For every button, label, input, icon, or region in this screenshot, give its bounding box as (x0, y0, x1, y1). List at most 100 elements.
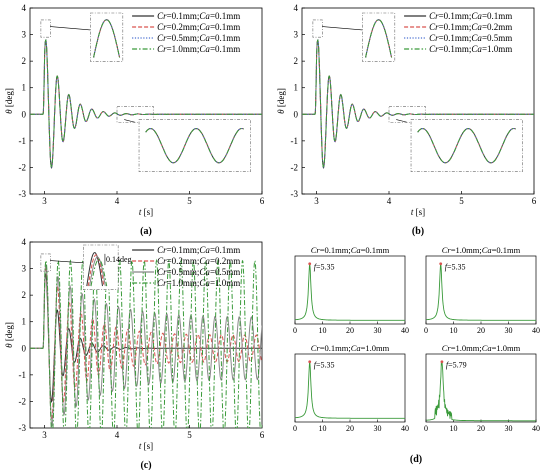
y-tick-label: -3 (291, 189, 299, 199)
y-tick-label: 2 (22, 56, 27, 66)
legend-text-part: Cr (157, 11, 167, 21)
inset-decay-curve-3 (145, 127, 244, 164)
y-tick-label: -2 (19, 162, 27, 172)
y-tick-label: 2 (22, 290, 27, 300)
legend-text-part: Ca (199, 256, 210, 266)
legend-text-part: =0.1mm (210, 245, 240, 255)
peak-label-value: =5.79 (448, 361, 467, 370)
y-tick-label: -3 (19, 189, 27, 199)
y-tick-label: -1 (19, 370, 27, 380)
subplot-title: Cr=1.0mm;Ca=0.1mm (442, 245, 521, 255)
spectrum-curve (426, 264, 536, 321)
y-tick-label: 4 (22, 237, 27, 247)
x-axis-label: t [s] (139, 441, 153, 451)
y-tick-label: -1 (19, 136, 27, 146)
y-axis-label: θ [deg] (4, 322, 14, 348)
legend-entry-3: Cr=0.5mm;Ca=0.1mm (157, 33, 240, 43)
inset-peak-curve-2 (87, 254, 105, 287)
y-tick-label: -2 (19, 396, 27, 406)
legend-text-part: Ca (482, 245, 492, 255)
legend-text-part: =0.1mm; (167, 11, 200, 21)
peak-label-symbol: f (314, 361, 318, 370)
x-axis-unit: [s] (141, 207, 153, 217)
inset-peak-curve-3 (365, 19, 393, 58)
legend-text-part: Cr (429, 22, 439, 32)
legend-entry-2: Cr=0.1mm;Ca=0.2mm (429, 22, 512, 32)
y-tick-label: -2 (291, 162, 299, 172)
y-tick-label: 0 (22, 343, 27, 353)
legend-text-part: =1.0mm (361, 343, 390, 353)
y-tick-label: 1 (22, 317, 27, 327)
x-tick-label: 6 (260, 430, 265, 440)
zoom-marker-peak (40, 253, 51, 272)
legend-text-part: =1.0mm (492, 343, 521, 353)
legend-text-part: Ca (471, 33, 482, 43)
x-tick-label: 0 (293, 424, 297, 433)
x-tick-label: 40 (532, 424, 540, 433)
legend-text-part: Cr (157, 245, 167, 255)
legend-text-part: Cr (157, 278, 167, 288)
legend-text-part: =0.1mm (210, 33, 240, 43)
y-tick-label: 4 (22, 3, 27, 13)
legend-text-part: =1.0mm; (451, 343, 482, 353)
x-tick-label: 20 (477, 424, 485, 433)
plot-area (302, 39, 534, 170)
x-tick-label: 5 (187, 196, 192, 206)
x-tick-label: 3 (314, 196, 319, 206)
annotation-label: 0.14deg (106, 255, 132, 264)
panel-label: (d) (410, 454, 422, 465)
legend-text-part: =0.5mm; (167, 33, 200, 43)
legend-text-part: Cr (157, 33, 167, 43)
inset-decay (138, 119, 251, 172)
peak-marker (308, 262, 312, 266)
legend-text-part: Cr (429, 44, 439, 54)
legend-text-part: =0.1mm (210, 22, 240, 32)
legend-text-part: =0.5mm (210, 267, 240, 277)
legend-text-part: =0.5mm; (167, 267, 200, 277)
x-tick-label: 4 (387, 196, 392, 206)
x-tick-label: 0 (293, 326, 297, 335)
peak-label: f=5.35 (314, 361, 335, 370)
legend-text-part: Ca (482, 343, 492, 353)
zoom-marker-peak (312, 19, 323, 38)
y-axis-symbol: θ (4, 109, 14, 114)
x-axis-symbol: t (139, 207, 142, 217)
legend-text-part: =0.1mm; (320, 343, 351, 353)
legend-text-part: =0.1mm (492, 245, 521, 255)
y-tick-label: 4 (294, 3, 299, 13)
x-tick-label: 10 (319, 424, 327, 433)
y-axis-unit: [deg] (276, 88, 286, 109)
y-axis-symbol: θ (276, 109, 286, 114)
legend-text-part: =0.1mm; (439, 44, 472, 54)
legend-text-part: Cr (429, 33, 439, 43)
x-axis-unit: [s] (141, 441, 153, 451)
peak-label-value: =5.35 (316, 361, 335, 370)
legend-text-part: =0.2mm; (167, 22, 200, 32)
legend-text-part: Ca (471, 11, 482, 21)
y-tick-label: 0 (294, 109, 299, 119)
inset-arrow (50, 26, 91, 31)
x-tick-label: 20 (346, 424, 354, 433)
legend-text-part: Cr (442, 343, 452, 353)
legend-text-part: Ca (199, 245, 210, 255)
legend-text-part: Ca (199, 44, 210, 54)
x-tick-label: 30 (374, 326, 382, 335)
y-tick-label: 0 (22, 109, 27, 119)
spectrum-curve (295, 362, 405, 419)
legend-text-part: =0.1mm; (439, 11, 472, 21)
legend-text-part: Cr (429, 11, 439, 21)
spectrum-curve (426, 360, 536, 422)
legend-text-part: Ca (199, 22, 210, 32)
peak-marker (440, 360, 444, 364)
x-tick-label: 4 (115, 430, 120, 440)
inset-arrow (50, 260, 84, 264)
peak-marker (439, 262, 443, 266)
inset-peak (362, 12, 396, 62)
spectrum-subplot-3: 0 10 20 30 40 Cr=0.1mm;Ca=1.0mm f=5.35 (293, 343, 409, 433)
inset-arrow (322, 26, 363, 31)
x-axis-unit: [s] (413, 207, 425, 217)
legend-text-part: Ca (471, 44, 482, 54)
legend-text-part: Ca (471, 22, 482, 32)
